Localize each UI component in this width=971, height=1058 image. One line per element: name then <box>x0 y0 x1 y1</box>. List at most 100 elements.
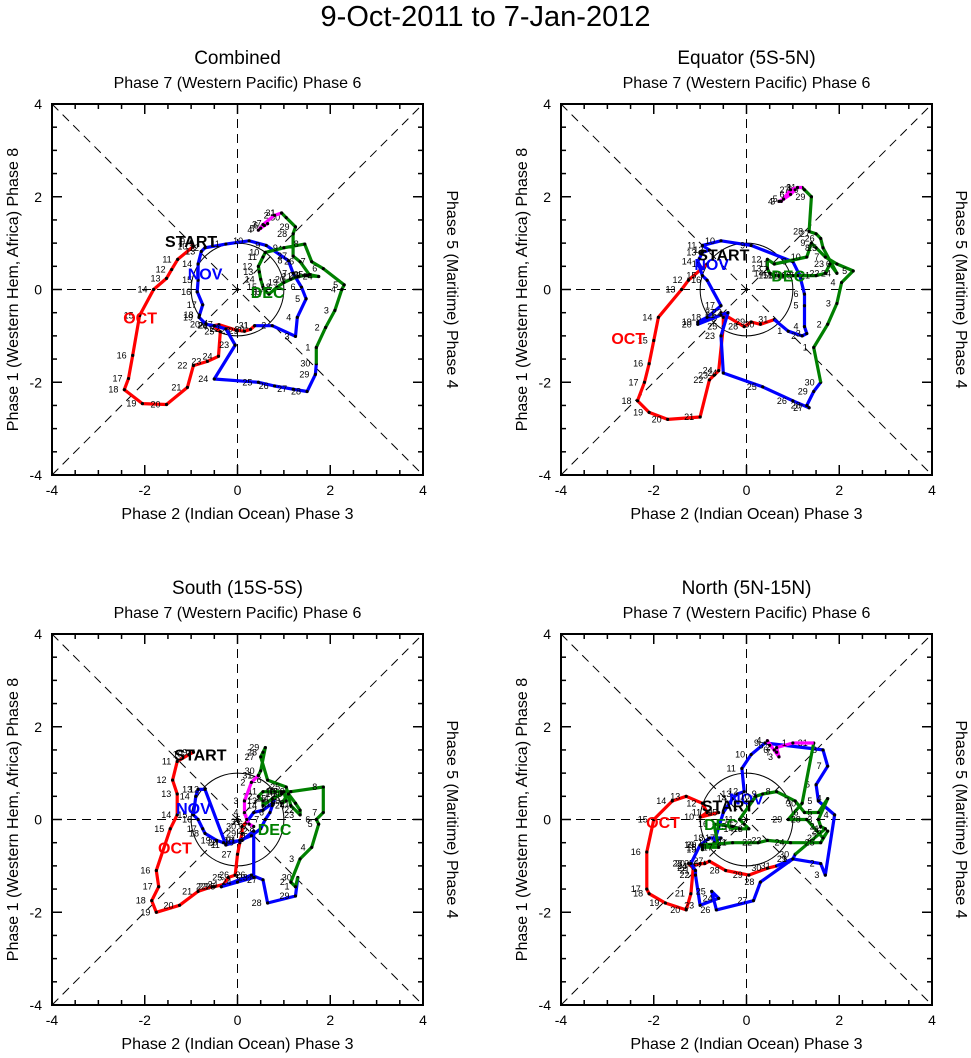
data-point <box>761 385 765 389</box>
day-label: 5 <box>295 294 300 304</box>
day-label: 4 <box>286 312 291 322</box>
x-tick-label: 0 <box>234 482 242 498</box>
data-point <box>210 885 214 889</box>
data-point <box>175 792 179 796</box>
day-label: 7 <box>243 821 248 831</box>
day-label: 28 <box>277 229 287 239</box>
y-tick-label: 4 <box>34 626 42 642</box>
data-point <box>296 274 300 279</box>
day-label: 17 <box>187 300 197 310</box>
day-label: 27 <box>245 752 255 762</box>
x-tick-label: 0 <box>234 1012 242 1028</box>
x-tick-label: 4 <box>419 482 427 498</box>
day-label: 24 <box>303 272 313 282</box>
data-point <box>282 280 286 285</box>
data-point <box>786 329 790 333</box>
day-label: 30 <box>270 213 280 223</box>
day-label: 31 <box>266 208 276 218</box>
day-label: 19 <box>684 840 694 850</box>
data-point <box>177 903 182 907</box>
day-label: 27 <box>247 875 257 885</box>
day-label: 19 <box>266 798 276 808</box>
data-point <box>170 267 174 272</box>
day-label: 26 <box>777 396 787 406</box>
data-point <box>204 322 208 326</box>
day-label: 19 <box>201 835 211 845</box>
day-label: 3 <box>233 796 238 806</box>
data-point <box>777 199 781 203</box>
data-point <box>819 236 823 241</box>
data-point <box>814 232 818 236</box>
day-label: 4 <box>301 842 306 852</box>
data-point <box>700 250 705 254</box>
data-point <box>233 343 237 347</box>
data-point <box>819 841 823 845</box>
day-label: 10 <box>791 252 801 262</box>
day-label: 15 <box>124 310 134 320</box>
day-label: 21 <box>717 838 727 848</box>
data-point <box>234 328 239 332</box>
day-label: 26 <box>197 321 207 331</box>
day-label: 18 <box>686 842 696 852</box>
day-label: 12 <box>189 243 199 253</box>
day-label: 18 <box>772 271 782 281</box>
day-label: 27 <box>800 229 810 239</box>
data-point <box>252 875 256 880</box>
data-point <box>717 810 721 815</box>
day-label: 28 <box>791 400 801 410</box>
data-point <box>282 246 286 250</box>
data-point <box>175 759 179 764</box>
day-label: 28 <box>793 227 803 237</box>
data-point <box>777 273 781 278</box>
day-label: 29 <box>733 870 743 880</box>
day-label: 27 <box>693 856 703 866</box>
data-point <box>730 797 735 801</box>
day-label: 18 <box>633 889 643 899</box>
day-label: 14 <box>182 259 192 269</box>
day-label: 26 <box>259 381 269 391</box>
day-label: 15 <box>707 808 717 818</box>
data-point <box>819 824 823 829</box>
data-point <box>747 873 751 877</box>
day-label: 1 <box>244 321 249 331</box>
panel-title: Combined <box>194 48 281 69</box>
day-label: 12 <box>189 784 199 794</box>
data-point <box>284 216 288 220</box>
day-label: 21 <box>684 412 694 422</box>
day-label: 15 <box>177 810 187 820</box>
data-point <box>247 239 251 243</box>
day-label: 12 <box>157 775 167 785</box>
data-point <box>772 262 776 266</box>
data-point <box>252 824 256 829</box>
data-point <box>698 861 702 866</box>
month-label-oct: OCT <box>158 840 192 857</box>
day-label: 16 <box>631 847 641 857</box>
data-point <box>749 752 753 757</box>
day-label: 13 <box>670 791 680 801</box>
data-point <box>212 324 216 328</box>
data-point <box>779 199 783 203</box>
data-point <box>800 801 804 805</box>
y-tick-label: -4 <box>539 467 552 483</box>
day-label: 13 <box>733 824 743 834</box>
data-point <box>742 790 746 794</box>
data-point <box>261 255 265 259</box>
y-tick-label: -2 <box>539 904 552 920</box>
day-label: 15 <box>256 794 266 804</box>
data-point <box>154 868 158 873</box>
day-label: 23 <box>684 900 694 910</box>
day-label: 25 <box>204 327 214 337</box>
x-tick-label: 4 <box>419 1012 427 1028</box>
data-point <box>802 188 807 192</box>
data-point <box>187 752 191 757</box>
data-point <box>317 822 321 826</box>
data-point <box>238 838 242 842</box>
data-point <box>742 822 746 826</box>
data-point <box>705 278 709 282</box>
day-label: 7 <box>301 257 306 267</box>
data-point <box>807 406 811 410</box>
data-point <box>263 746 267 750</box>
day-label: 6 <box>793 289 798 299</box>
data-point <box>805 817 809 822</box>
day-label: 9 <box>180 237 185 247</box>
